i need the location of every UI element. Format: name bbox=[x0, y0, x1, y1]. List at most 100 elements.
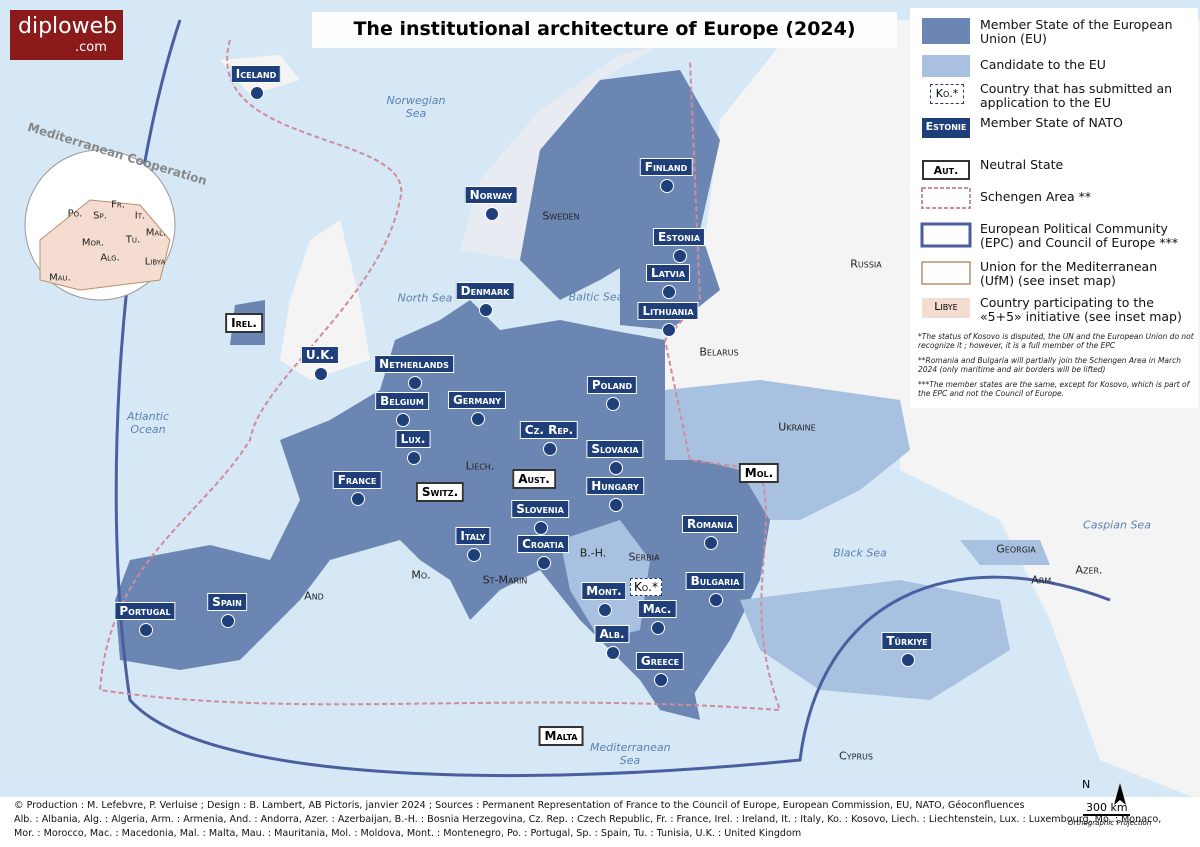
inset-5plus5 bbox=[39, 199, 171, 291]
country-label: Ukraine bbox=[778, 420, 816, 434]
land bbox=[460, 45, 660, 260]
nato-icon bbox=[673, 249, 687, 263]
footer-line: Mor. : Morocco, Mac. : Macedonia, Mal. :… bbox=[14, 828, 802, 839]
country-label: Croatia bbox=[517, 535, 569, 553]
legend-text: Schengen Area ** bbox=[980, 189, 1092, 204]
country-label: Switz. bbox=[415, 482, 465, 502]
nato-icon bbox=[250, 86, 264, 100]
projection: Orthographic Projection bbox=[1068, 819, 1152, 827]
legend-swatch: Aut. bbox=[922, 160, 970, 180]
inset-label: Mau. bbox=[49, 272, 71, 284]
sea-label: Atlantic Ocean bbox=[126, 410, 170, 436]
nato-icon bbox=[471, 412, 485, 426]
sea-label: Norwegian Sea bbox=[386, 94, 446, 120]
inset-label: Tu. bbox=[125, 234, 141, 246]
footer-bg bbox=[0, 797, 1200, 847]
country-label: Aust. bbox=[512, 469, 556, 489]
nato-icon bbox=[709, 593, 723, 607]
nato-icon bbox=[662, 285, 676, 299]
logo-bg bbox=[10, 10, 123, 60]
swatch-ufm bbox=[921, 261, 971, 285]
north-arrow bbox=[1114, 783, 1126, 805]
country-label: Lithuania bbox=[637, 302, 699, 320]
country-label: Azer. bbox=[1075, 563, 1103, 577]
legend-text: Country that has submitted an applicatio… bbox=[980, 81, 1173, 110]
swatch-candidate bbox=[922, 55, 970, 77]
nato-icon bbox=[467, 548, 481, 562]
legend-text: Member State of NATO bbox=[980, 115, 1123, 130]
footer-line: © Production : M. Lefebvre, P. Verluise … bbox=[14, 800, 1025, 811]
inset-label: Alg. bbox=[100, 252, 120, 264]
country-label: Denmark bbox=[455, 282, 515, 300]
country-label: Netherlands bbox=[374, 355, 454, 373]
country-label: Alb. bbox=[594, 625, 630, 643]
nato-icon bbox=[543, 442, 557, 456]
nato-icon bbox=[662, 323, 676, 337]
legend-swatch: Ko.* bbox=[930, 84, 964, 104]
country-label: Irel. bbox=[225, 313, 263, 333]
country-label: Italy bbox=[455, 527, 491, 545]
logo-name: diploweb bbox=[18, 14, 118, 39]
sea-label: Baltic Sea bbox=[568, 290, 624, 304]
nato-icon bbox=[660, 179, 674, 193]
country-label: Finland bbox=[639, 158, 693, 176]
legend-text: European Political Community (EPC) and C… bbox=[980, 221, 1179, 250]
legend-text: Union for the Mediterranean (UfM) (see i… bbox=[980, 259, 1158, 288]
title-bg bbox=[312, 12, 897, 48]
legend-text: Candidate to the EU bbox=[980, 57, 1106, 72]
country-label: France bbox=[332, 471, 382, 489]
candidate bbox=[740, 580, 1010, 700]
country-label: Belgium bbox=[375, 392, 429, 410]
land bbox=[280, 220, 370, 380]
country-label: Hungary bbox=[586, 477, 644, 495]
nato-icon bbox=[408, 376, 422, 390]
country-label: Mac. bbox=[637, 600, 677, 618]
sea-label: Mediterranean Sea bbox=[590, 741, 671, 767]
north: N bbox=[1082, 778, 1091, 791]
note: ***The member states are the same, excep… bbox=[918, 380, 1190, 398]
nato-icon bbox=[609, 461, 623, 475]
country-label: Malta bbox=[538, 726, 584, 746]
inset-label: Libya bbox=[144, 256, 166, 268]
country-label: B.-H. bbox=[579, 546, 607, 560]
nato-icon bbox=[606, 397, 620, 411]
inset-label: It. bbox=[134, 210, 146, 222]
nato-icon bbox=[351, 492, 365, 506]
legend-swatch: Libye bbox=[922, 298, 970, 318]
swatch-eu bbox=[922, 18, 970, 44]
country-label: St-Marin bbox=[482, 573, 528, 587]
country-label: Belarus bbox=[699, 345, 739, 359]
country-label: Arm. bbox=[1031, 573, 1055, 587]
country-label: Mol. bbox=[738, 463, 780, 483]
nato-icon bbox=[598, 603, 612, 617]
country-label: Slovakia bbox=[586, 440, 644, 458]
nato-icon bbox=[485, 207, 499, 221]
candidate bbox=[665, 380, 910, 520]
country-label: Slovenia bbox=[511, 500, 569, 518]
country-label: Poland bbox=[586, 376, 638, 394]
country-label: Lux. bbox=[395, 430, 431, 448]
country-label: Cyprus bbox=[839, 749, 873, 763]
inset-label: Mor. bbox=[81, 237, 105, 249]
nato-icon bbox=[221, 614, 235, 628]
country-label: Iceland bbox=[230, 65, 282, 83]
nato-icon bbox=[901, 653, 915, 667]
country-label: Mont. bbox=[581, 582, 627, 600]
legend-text: Country participating to the «5+5» initi… bbox=[980, 295, 1182, 324]
nato-icon bbox=[396, 413, 410, 427]
nato-icon bbox=[407, 451, 421, 465]
epc-border bbox=[114, 19, 1111, 778]
logo-domain: .com bbox=[75, 40, 107, 55]
inset-label: Sp. bbox=[93, 210, 107, 222]
nato-icon bbox=[534, 521, 548, 535]
legend-text: Member State of the European Union (EU) bbox=[980, 17, 1173, 46]
candidate bbox=[960, 540, 1050, 565]
country-label: Spain bbox=[207, 593, 247, 611]
title: The institutional architecture of Europe… bbox=[353, 18, 856, 40]
country-label: Cz. Rep. bbox=[519, 421, 579, 439]
nato-icon bbox=[606, 646, 620, 660]
nato-icon bbox=[139, 623, 153, 637]
country-label: Estonia bbox=[652, 228, 706, 246]
sea-label: Black Sea bbox=[833, 546, 887, 560]
